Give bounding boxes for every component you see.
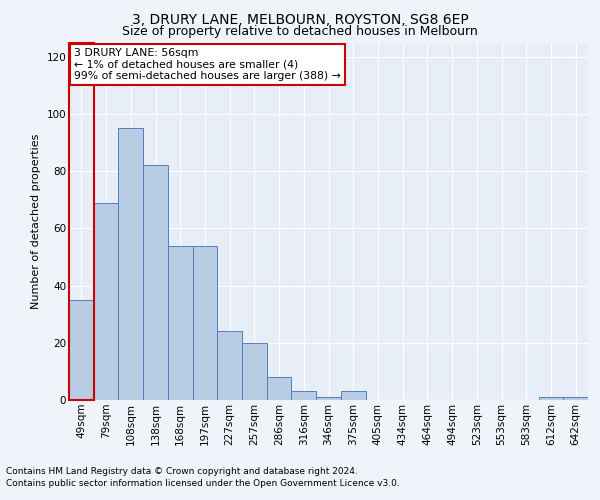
Bar xyxy=(341,392,365,400)
Bar xyxy=(292,392,316,400)
Bar xyxy=(539,397,563,400)
Text: 3, DRURY LANE, MELBOURN, ROYSTON, SG8 6EP: 3, DRURY LANE, MELBOURN, ROYSTON, SG8 6E… xyxy=(131,12,469,26)
Text: Contains public sector information licensed under the Open Government Licence v3: Contains public sector information licen… xyxy=(6,478,400,488)
Bar xyxy=(69,300,94,400)
Bar xyxy=(168,246,193,400)
Text: Contains HM Land Registry data © Crown copyright and database right 2024.: Contains HM Land Registry data © Crown c… xyxy=(6,467,358,476)
Text: 3 DRURY LANE: 56sqm
← 1% of detached houses are smaller (4)
99% of semi-detached: 3 DRURY LANE: 56sqm ← 1% of detached hou… xyxy=(74,48,341,81)
Bar xyxy=(193,246,217,400)
Bar xyxy=(217,332,242,400)
Bar xyxy=(94,202,118,400)
Bar xyxy=(118,128,143,400)
Bar xyxy=(563,397,588,400)
Bar xyxy=(316,397,341,400)
Y-axis label: Number of detached properties: Number of detached properties xyxy=(31,134,41,309)
Bar xyxy=(143,166,168,400)
Bar xyxy=(242,343,267,400)
Bar xyxy=(267,377,292,400)
Bar xyxy=(69,42,94,400)
Text: Size of property relative to detached houses in Melbourn: Size of property relative to detached ho… xyxy=(122,25,478,38)
